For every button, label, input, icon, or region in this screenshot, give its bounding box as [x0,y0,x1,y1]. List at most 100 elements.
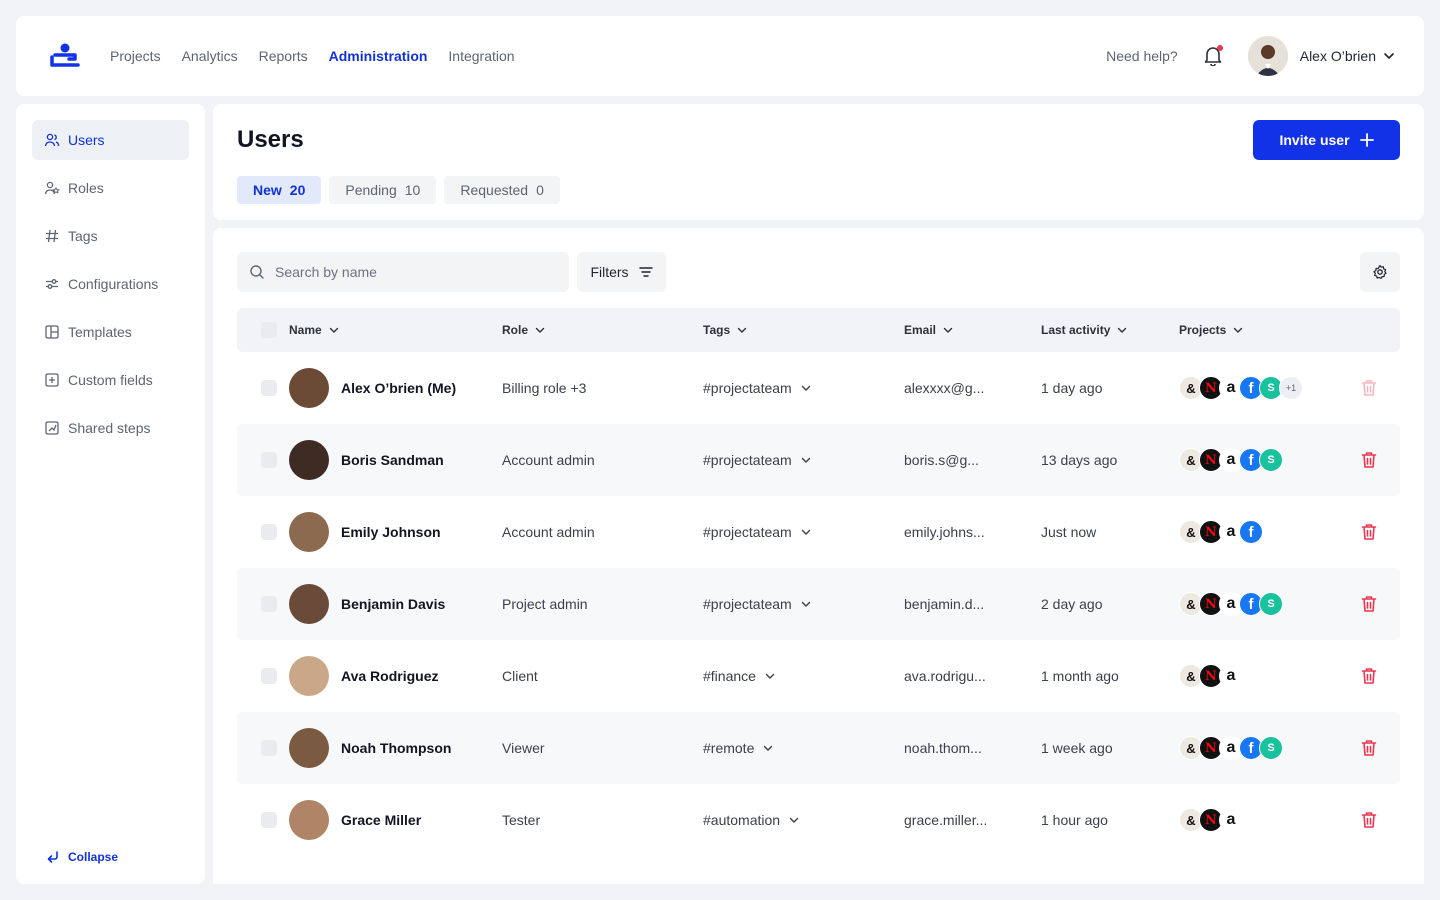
column-header-email[interactable]: Email [904,308,954,352]
starbucks-project-icon: S [1259,448,1283,472]
tag-dropdown[interactable]: #projectateam [703,568,812,640]
nav-projects[interactable]: Projects [110,48,161,64]
table-row[interactable]: Emily Johnson Account admin #projectateam e… [237,496,1400,568]
row-checkbox[interactable] [261,524,277,540]
last-activity-cell: 1 day ago [1041,380,1103,396]
avatar [289,800,329,840]
row-checkbox[interactable] [261,596,277,612]
row-checkbox[interactable] [261,380,277,396]
chevron-down-icon[interactable] [800,454,812,466]
delete-user-button[interactable] [1359,666,1379,686]
tab-new[interactable]: New 20 [237,176,322,204]
nav-reports[interactable]: Reports [258,48,308,64]
table-row[interactable]: Grace Miller Tester #automation grace.mille… [237,784,1400,856]
delete-user-button[interactable] [1359,378,1379,398]
search-input[interactable] [275,264,555,280]
row-checkbox[interactable] [261,740,277,756]
sidebar-item-shared-steps[interactable]: Shared steps [32,408,189,448]
tab-requested[interactable]: Requested 0 [444,176,560,204]
delete-user-button[interactable] [1359,594,1379,614]
user-name-cell[interactable]: Grace Miller [341,812,422,828]
chevron-down-icon[interactable] [762,742,774,754]
sidebar-item-configurations[interactable]: Configurations [32,264,189,304]
user-name-cell[interactable]: Emily Johnson [341,524,441,540]
sidebar-item-templates[interactable]: Templates [32,312,189,352]
user-name[interactable]: Alex O’brien [1299,48,1376,64]
nav-analytics[interactable]: Analytics [181,48,238,64]
column-header-projects[interactable]: Projects [1179,308,1244,352]
avatar [289,656,329,696]
user-name-cell[interactable]: Ava Rodriguez [341,668,439,684]
notification-dot [1216,45,1223,51]
table-row[interactable]: Benjamin Davis Project admin #projectateam… [237,568,1400,640]
select-all-checkbox[interactable] [261,322,277,338]
tag-dropdown[interactable]: #remote [703,712,774,784]
tag-dropdown[interactable]: #finance [703,640,776,712]
tag-label: #projectateam [703,452,792,468]
tab-count: 10 [404,182,421,198]
table-row[interactable]: Boris Sandman Account admin #projectateam b… [237,424,1400,496]
table-row[interactable]: Alex O’brien (Me) Billing role +3 #project… [237,352,1400,424]
table-header: Name Role Tags Email Last activity Proje… [237,308,1400,352]
role-cell: Project admin [502,596,588,612]
user-name-cell[interactable]: Boris Sandman [341,452,444,468]
sidebar-item-tags[interactable]: Tags [32,216,189,256]
tag-dropdown[interactable]: #automation [703,784,800,856]
app-logo-icon[interactable] [48,41,82,71]
netflix-project-icon: N [1199,664,1223,688]
table-row[interactable]: Ava Rodriguez Client #finance ava.rodrigu..… [237,640,1400,712]
sidebar-item-label: Custom fields [68,372,153,388]
tab-pending[interactable]: Pending 10 [329,176,437,204]
chevron-down-icon[interactable] [1382,49,1396,63]
delete-user-button[interactable] [1359,522,1379,542]
sidebar-item-roles[interactable]: Roles [32,168,189,208]
tag-dropdown[interactable]: #projectateam [703,352,812,424]
chevron-down-icon[interactable] [800,382,812,394]
last-activity-cell: 13 days ago [1041,452,1118,468]
more-projects-badge[interactable]: +1 [1279,376,1303,400]
collapse-button[interactable]: Collapse [46,850,118,864]
avatar [289,368,329,408]
chevron-down-icon[interactable] [764,670,776,682]
column-header-name[interactable]: Name [289,308,340,352]
chevron-down-icon [535,327,545,333]
nav-integration[interactable]: Integration [448,48,515,64]
chevron-down-icon[interactable] [800,526,812,538]
row-checkbox[interactable] [261,812,277,828]
table-settings-button[interactable] [1360,252,1400,292]
user-name-cell[interactable]: Benjamin Davis [341,596,446,612]
role-cell: Client [502,668,538,684]
delete-user-button[interactable] [1359,738,1379,758]
column-label: Projects [1179,323,1227,337]
chevron-down-icon[interactable] [788,814,800,826]
trash-icon [1361,668,1377,684]
filters-button[interactable]: Filters [577,252,666,292]
bell-icon [1204,47,1222,66]
chevron-down-icon [329,327,338,333]
row-checkbox[interactable] [261,668,277,684]
column-header-role[interactable]: Role [502,308,546,352]
chevron-down-icon[interactable] [800,598,812,610]
trash-icon [1361,452,1377,468]
column-header-last-activity[interactable]: Last activity [1041,308,1128,352]
invite-user-button[interactable]: Invite user [1253,120,1400,160]
sidebar-item-custom-fields[interactable]: Custom fields [32,360,189,400]
nav-administration[interactable]: Administration [328,48,428,64]
notifications-button[interactable] [1202,45,1224,67]
column-header-tags[interactable]: Tags [703,308,748,352]
sidebar-item-users[interactable]: Users [32,120,189,160]
tag-dropdown[interactable]: #projectateam [703,424,812,496]
avatar[interactable] [1247,36,1288,76]
sliders-icon [44,276,60,292]
row-checkbox[interactable] [261,452,277,468]
delete-user-button[interactable] [1359,450,1379,470]
search-box [237,252,569,292]
user-name-cell[interactable]: Noah Thompson [341,740,452,756]
user-name-cell[interactable]: Alex O’brien (Me) [341,380,457,396]
delete-user-button[interactable] [1359,810,1379,830]
help-link[interactable]: Need help? [1106,48,1178,64]
trash-icon [1361,524,1377,540]
tag-dropdown[interactable]: #projectateam [703,496,812,568]
table-row[interactable]: Noah Thompson Viewer #remote noah.thom... 1 … [237,712,1400,784]
